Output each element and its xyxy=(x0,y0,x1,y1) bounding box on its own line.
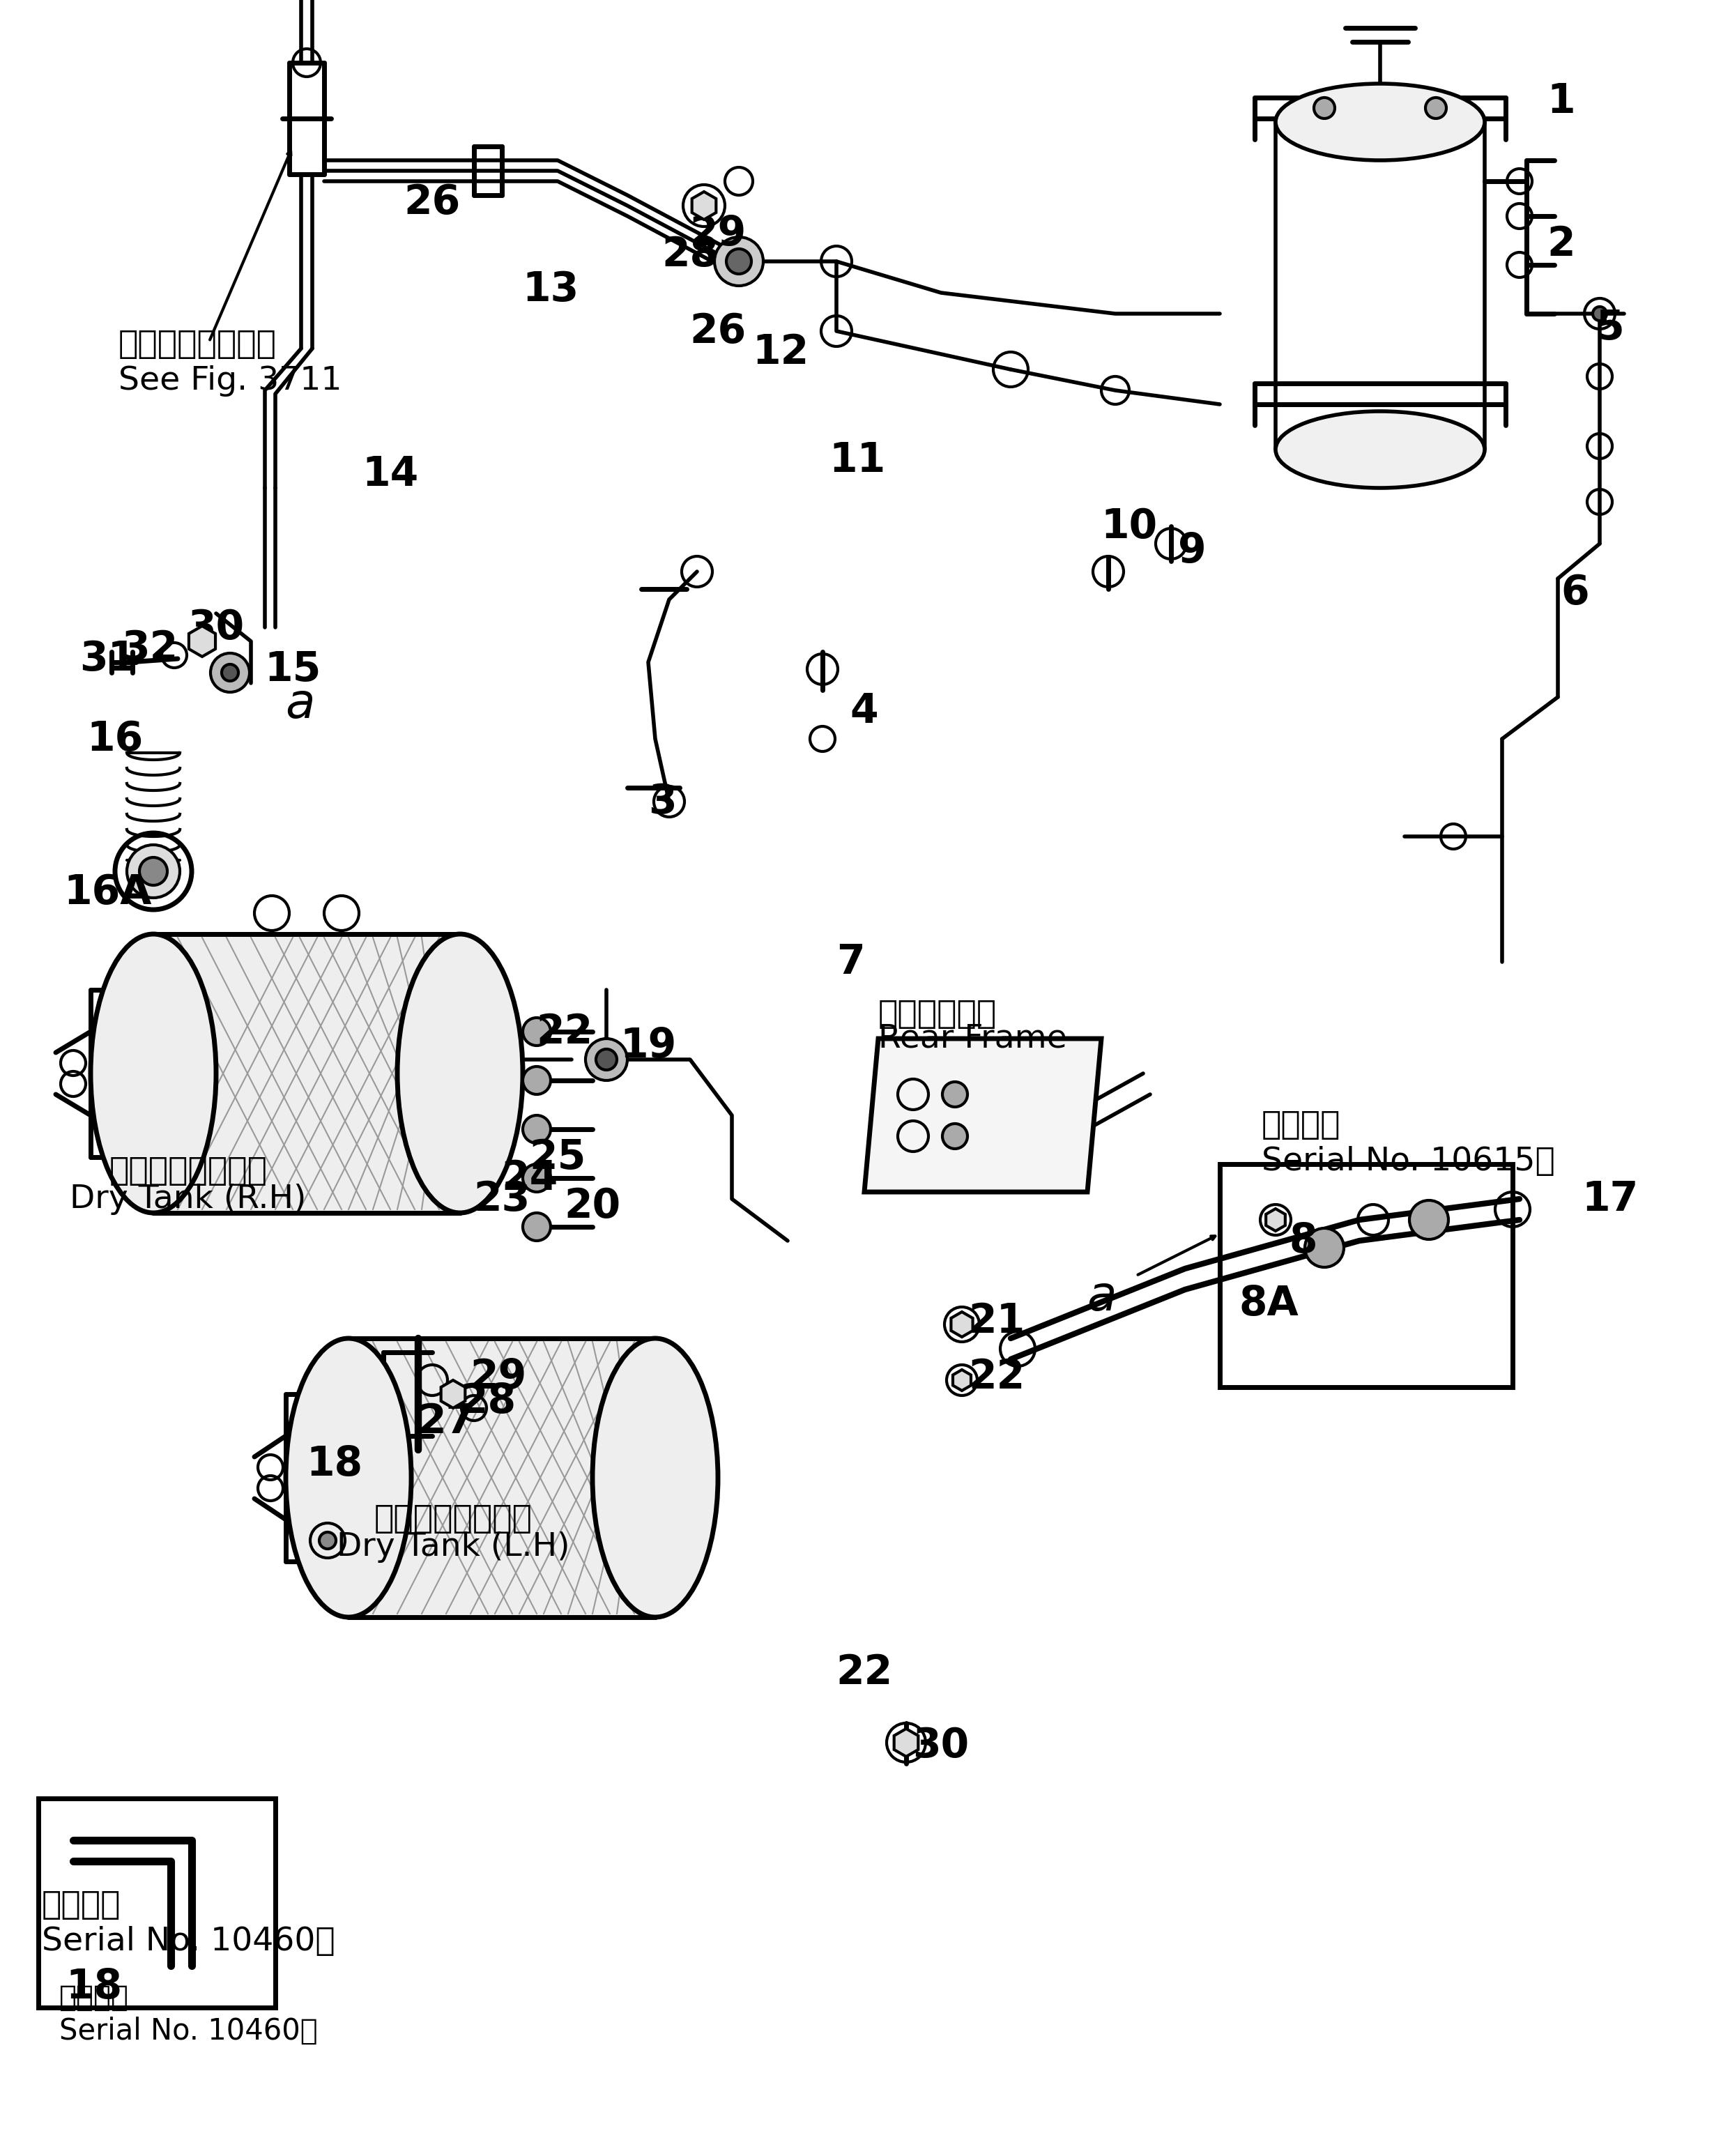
Text: 第３７１１図参照
See Fig. 3711: 第３７１１図参照 See Fig. 3711 xyxy=(118,328,341,397)
Text: リヤフレーム: リヤフレーム xyxy=(878,998,998,1031)
Circle shape xyxy=(523,1115,550,1143)
Ellipse shape xyxy=(1275,412,1484,487)
Text: 8A: 8A xyxy=(1239,1283,1299,1324)
Circle shape xyxy=(943,1123,967,1149)
Text: 21: 21 xyxy=(968,1300,1025,1341)
Text: 26: 26 xyxy=(405,183,461,222)
Circle shape xyxy=(127,845,180,897)
Text: 32: 32 xyxy=(122,627,178,668)
Text: 22: 22 xyxy=(836,1654,893,1692)
Circle shape xyxy=(715,237,763,287)
Circle shape xyxy=(1409,1201,1448,1240)
Text: 16A: 16A xyxy=(63,873,153,912)
Text: 5: 5 xyxy=(1596,308,1625,347)
Circle shape xyxy=(523,1018,550,1046)
Ellipse shape xyxy=(91,934,216,1214)
Text: Dry Tank (R.H): Dry Tank (R.H) xyxy=(70,1184,307,1214)
Text: a: a xyxy=(285,681,315,727)
Text: 8: 8 xyxy=(1289,1220,1318,1261)
Polygon shape xyxy=(440,1380,464,1408)
Polygon shape xyxy=(864,1039,1102,1192)
Bar xyxy=(1220,1164,1512,1386)
Text: 18: 18 xyxy=(307,1445,363,1483)
Circle shape xyxy=(1426,97,1447,119)
Text: 10: 10 xyxy=(1100,507,1157,545)
Text: 3: 3 xyxy=(648,783,677,821)
Text: 13: 13 xyxy=(523,270,579,308)
Text: ドライタンク左側: ドライタンク左側 xyxy=(374,1505,531,1535)
Bar xyxy=(38,1798,276,2007)
Text: 7: 7 xyxy=(836,942,864,981)
Ellipse shape xyxy=(398,934,523,1214)
Text: 19: 19 xyxy=(620,1026,677,1065)
Text: 20: 20 xyxy=(564,1186,620,1227)
Text: 22: 22 xyxy=(968,1356,1025,1397)
Text: 24: 24 xyxy=(502,1158,559,1199)
Ellipse shape xyxy=(1275,84,1484,160)
Circle shape xyxy=(319,1533,336,1548)
Circle shape xyxy=(221,664,238,681)
Ellipse shape xyxy=(593,1339,718,1617)
Bar xyxy=(348,1339,655,1617)
Polygon shape xyxy=(189,625,216,658)
Circle shape xyxy=(1592,306,1606,321)
Text: 18: 18 xyxy=(65,1966,122,2007)
Text: 6: 6 xyxy=(1561,573,1589,612)
Polygon shape xyxy=(692,192,716,220)
Bar xyxy=(153,934,459,1214)
Text: ドライタンク右側: ドライタンク右側 xyxy=(110,1156,267,1186)
Text: 30: 30 xyxy=(189,608,245,647)
Text: 28: 28 xyxy=(662,235,718,274)
Polygon shape xyxy=(1267,1210,1286,1231)
Text: 2: 2 xyxy=(1548,224,1575,263)
Text: 9: 9 xyxy=(1178,530,1207,571)
Circle shape xyxy=(1315,97,1335,119)
Text: 17: 17 xyxy=(1582,1179,1639,1218)
Circle shape xyxy=(596,1050,617,1069)
Polygon shape xyxy=(953,1369,970,1391)
Text: 27: 27 xyxy=(418,1401,475,1442)
Circle shape xyxy=(523,1067,550,1095)
Polygon shape xyxy=(895,1729,919,1757)
Text: 適用号機
Serial No. 10615～: 適用号機 Serial No. 10615～ xyxy=(1262,1110,1555,1177)
Ellipse shape xyxy=(286,1339,411,1617)
Text: 適用号機
Serial No. 10460～: 適用号機 Serial No. 10460～ xyxy=(41,1891,336,1958)
Text: Dry Tank (L.H): Dry Tank (L.H) xyxy=(336,1531,569,1563)
Text: 22: 22 xyxy=(536,1011,593,1052)
Text: 29: 29 xyxy=(689,213,746,254)
Text: 1: 1 xyxy=(1548,82,1575,121)
Text: 28: 28 xyxy=(459,1382,516,1421)
Circle shape xyxy=(211,653,250,692)
Circle shape xyxy=(523,1164,550,1192)
Polygon shape xyxy=(951,1311,974,1337)
Circle shape xyxy=(943,1082,967,1106)
Text: 11: 11 xyxy=(830,440,886,481)
Text: 4: 4 xyxy=(850,692,879,731)
Text: 25: 25 xyxy=(530,1136,586,1177)
Circle shape xyxy=(1304,1229,1344,1268)
Text: 30: 30 xyxy=(914,1727,968,1766)
Text: 31: 31 xyxy=(81,638,137,679)
Text: 14: 14 xyxy=(362,455,418,494)
Text: Rear Frame: Rear Frame xyxy=(878,1022,1068,1054)
Text: 29: 29 xyxy=(470,1356,526,1397)
Circle shape xyxy=(727,248,751,274)
Text: 適用号機
Serial No. 10460～: 適用号機 Serial No. 10460～ xyxy=(60,1984,317,2046)
Circle shape xyxy=(523,1214,550,1240)
Text: 23: 23 xyxy=(473,1179,530,1218)
Text: 12: 12 xyxy=(752,332,809,371)
Text: a: a xyxy=(1087,1274,1116,1319)
Text: 16: 16 xyxy=(87,718,144,759)
Circle shape xyxy=(586,1039,627,1080)
Text: 26: 26 xyxy=(689,310,746,351)
Circle shape xyxy=(139,858,168,886)
Text: 15: 15 xyxy=(264,649,321,690)
